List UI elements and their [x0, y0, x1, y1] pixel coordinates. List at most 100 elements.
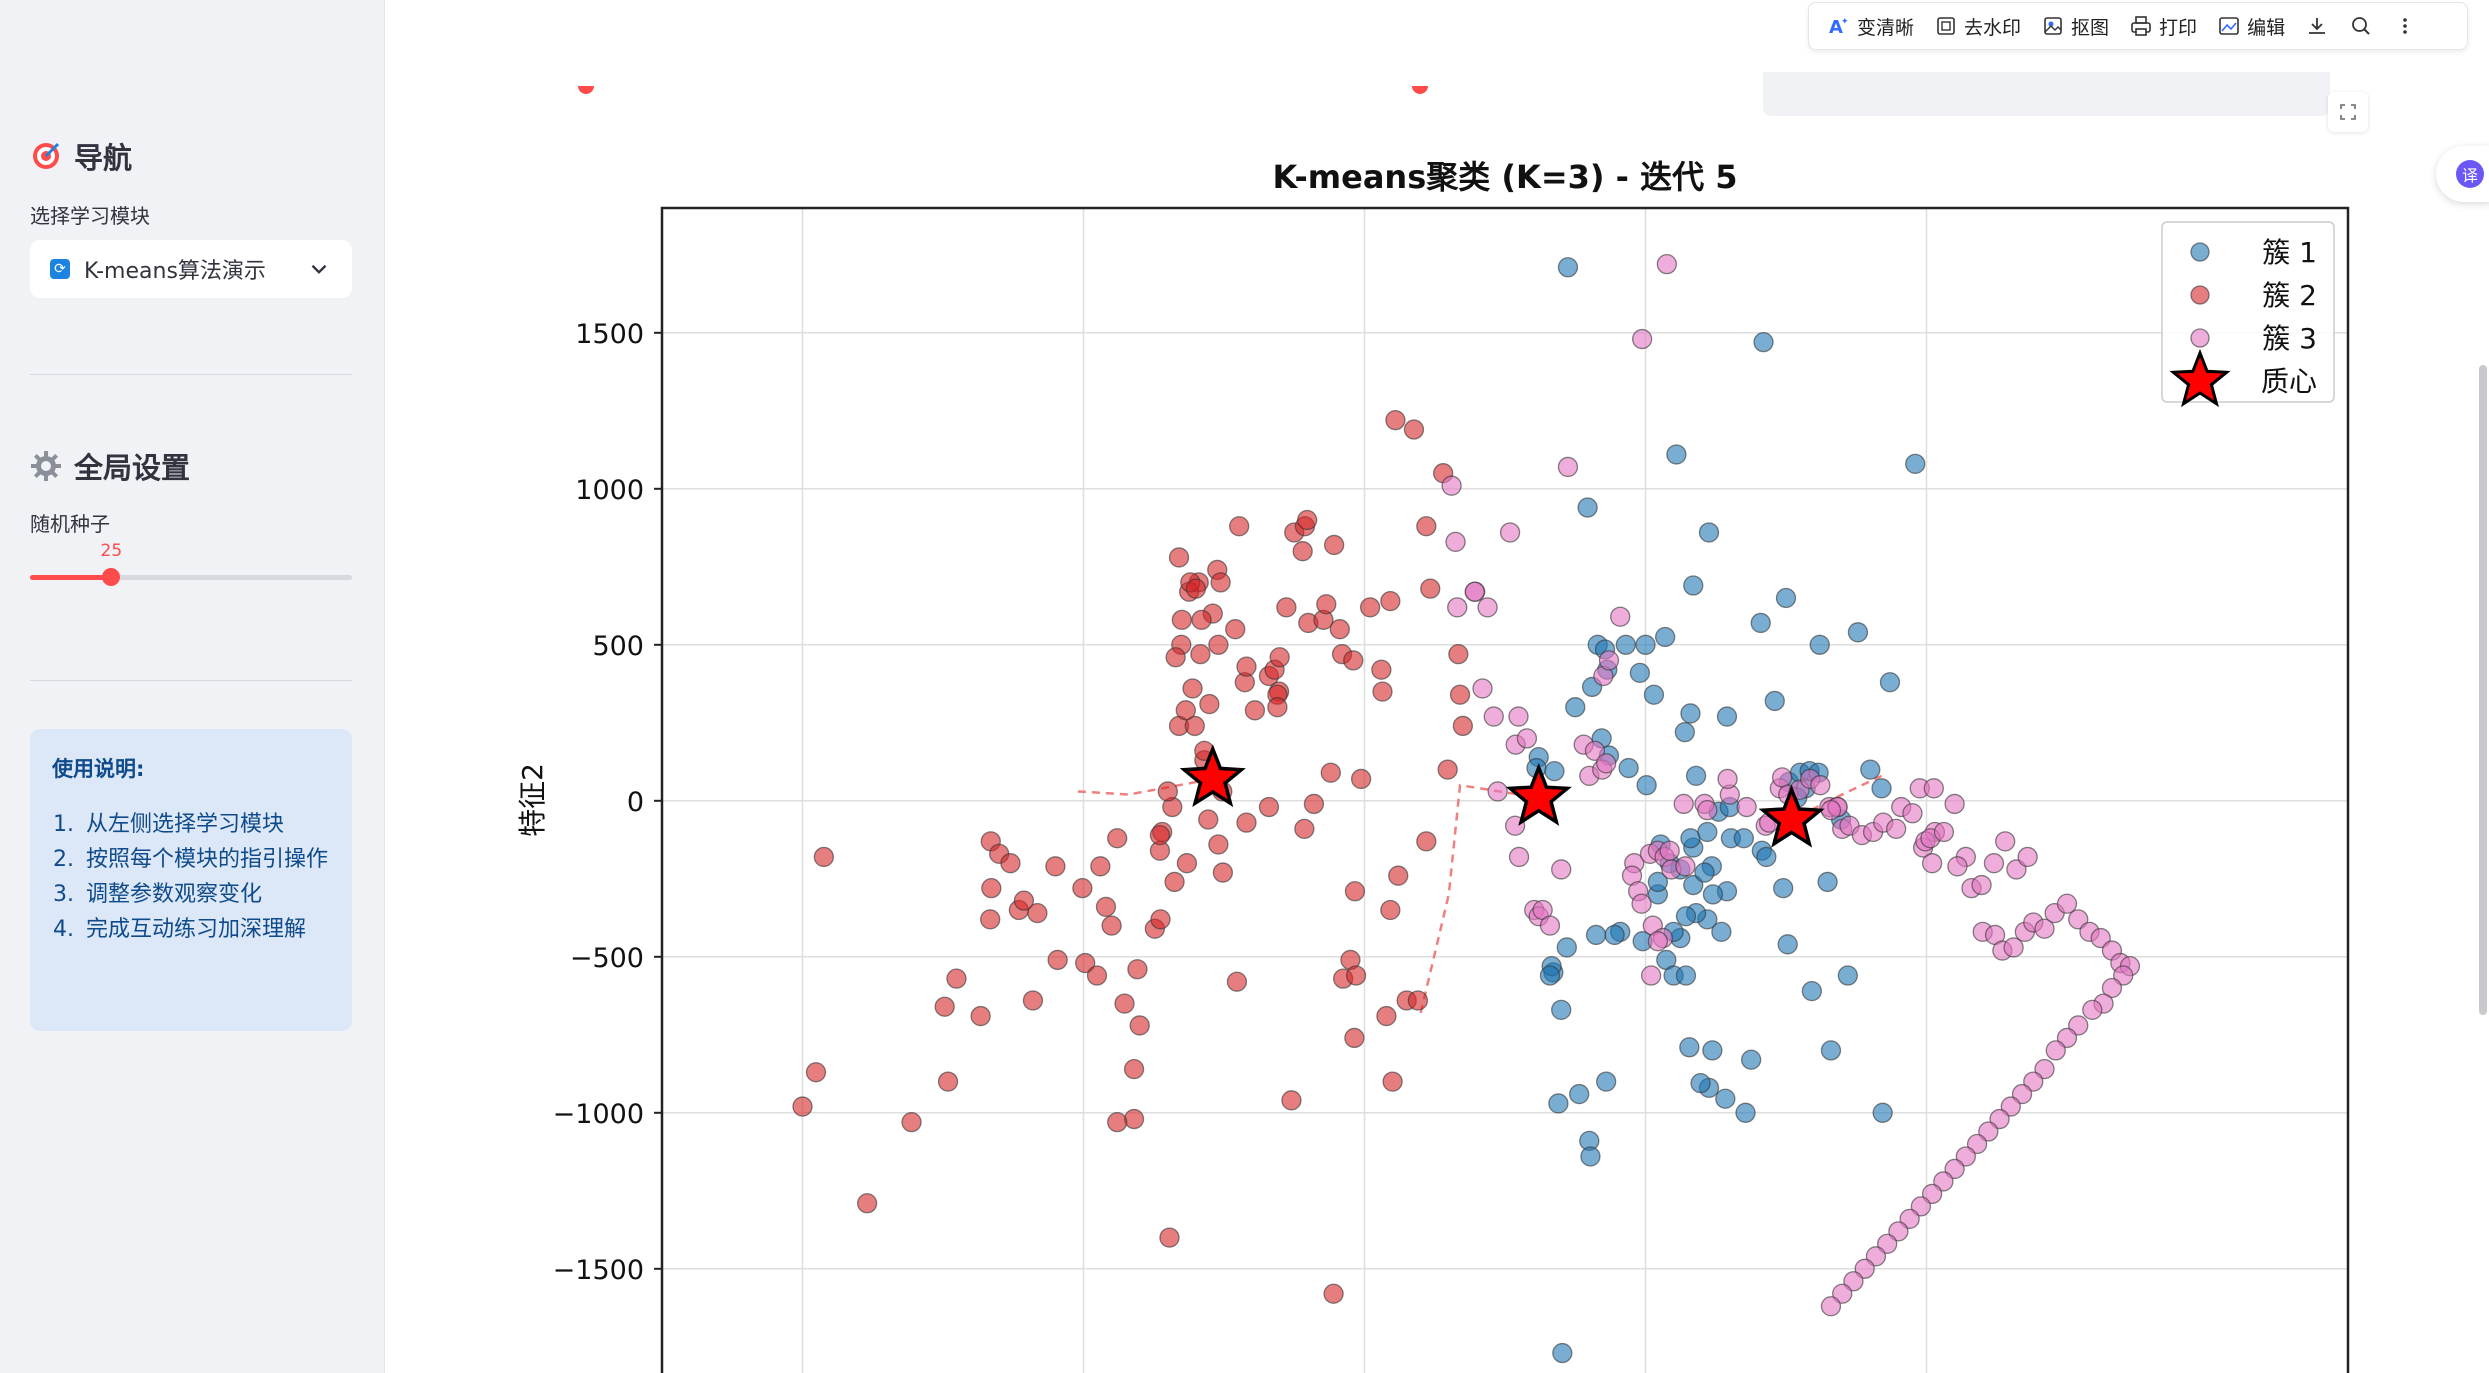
data-point [1801, 980, 1823, 1002]
edit-button[interactable]: 编辑 [2207, 6, 2295, 46]
data-point [1168, 547, 1190, 568]
centroid-star [1505, 762, 1572, 826]
data-point [1487, 781, 1508, 802]
data-point [1921, 853, 1943, 874]
data-point [1702, 884, 1724, 905]
download-icon [2305, 14, 2329, 38]
instructions-title: 使用说明: [52, 757, 145, 781]
data-point [1872, 1102, 1893, 1123]
y-tick-label: −1500 [553, 1255, 644, 1286]
clarify-button[interactable]: A ✦ 变清晰 [1817, 6, 1924, 46]
data-point [1371, 659, 1392, 680]
data-point [1027, 902, 1048, 924]
data-point [1756, 846, 1777, 868]
divider [30, 374, 352, 375]
data-point [1072, 878, 1093, 899]
data-point [1198, 809, 1219, 830]
cutout-button[interactable]: 抠图 [2031, 6, 2119, 46]
data-point [1635, 634, 1656, 655]
target-icon [33, 142, 60, 169]
data-point [1631, 893, 1652, 914]
partial-slider-marker [1412, 86, 1428, 94]
data-point [934, 996, 955, 1017]
data-point [1771, 767, 1793, 788]
data-point [1164, 871, 1185, 893]
data-point [1499, 522, 1521, 543]
data-point [1090, 856, 1111, 877]
list-text: 按照每个模块的指引操作 [86, 847, 329, 872]
data-point [1631, 328, 1653, 350]
data-point [1382, 1071, 1403, 1092]
partial-select-box [1763, 72, 2330, 116]
data-point [1596, 1071, 1617, 1092]
data-point [1871, 778, 1892, 799]
data-point [1403, 419, 1425, 440]
data-point [1437, 759, 1458, 780]
data-point [1236, 812, 1257, 833]
translate-button[interactable]: 译 [2436, 146, 2489, 202]
seed-slider-track[interactable] [30, 575, 352, 580]
data-point [1702, 1040, 1723, 1061]
data-point [1420, 578, 1441, 599]
data-point [1159, 1227, 1180, 1248]
print-button[interactable]: 打印 [2119, 6, 2207, 46]
seed-slider-thumb[interactable] [101, 568, 120, 586]
search-button[interactable] [2339, 6, 2383, 46]
data-point [1680, 828, 1701, 849]
data-point [1013, 890, 1035, 911]
more-icon [2393, 14, 2417, 38]
data-point [1199, 693, 1220, 715]
watermark-button[interactable]: 去水印 [1924, 6, 2031, 46]
list-number: 1. [53, 812, 74, 837]
list-item: 1. 从左侧选择学习模块 [52, 807, 330, 842]
data-point [1675, 965, 1697, 986]
data-point [1685, 765, 1707, 786]
data-point [1208, 834, 1229, 855]
data-point [1837, 965, 1858, 986]
cutout-icon [2041, 14, 2065, 38]
expand-button[interactable] [2328, 92, 2368, 132]
data-point [856, 1193, 878, 1214]
y-tick-label: 500 [592, 631, 644, 662]
legend-box [2161, 221, 2335, 403]
y-axis-label: 特征2 [516, 763, 549, 837]
page-scrollbar[interactable] [2479, 365, 2487, 1015]
data-point [1416, 831, 1437, 852]
data-point [813, 846, 835, 868]
download-button[interactable] [2295, 6, 2339, 46]
data-point [1477, 597, 1498, 618]
data-point [1508, 846, 1530, 868]
data-point [1191, 609, 1212, 630]
module-select[interactable]: ⟳ K-means算法演示 [30, 240, 352, 298]
data-point [1107, 1112, 1128, 1133]
chart-legend: 簇 1 簇 2 簇 3 质心 [2161, 221, 2335, 408]
instructions-list: 1. 从左侧选择学习模块 2. 按照每个模块的指引操作 3. 调整参数观察变化 4. 完… [52, 807, 330, 947]
watermark-icon [1934, 14, 1958, 38]
data-point [1316, 594, 1337, 615]
data-point [1764, 690, 1785, 712]
data-point [2056, 893, 2078, 914]
list-number: 3. [53, 882, 74, 907]
data-point [1226, 971, 1248, 992]
divider [30, 680, 352, 681]
data-point [1716, 706, 1738, 727]
more-button[interactable] [2383, 6, 2427, 46]
data-point [1449, 684, 1471, 705]
data-point [1557, 257, 1579, 278]
centroid-star [1179, 744, 1246, 808]
data-point [1447, 597, 1468, 618]
data-point [1022, 990, 1044, 1011]
list-text: 调整参数观察变化 [86, 882, 263, 907]
data-point [1698, 522, 1720, 543]
data-point [1680, 703, 1701, 724]
sidebar: 导航 选择学习模块 ⟳ K-means算法演示 全局设置 随机种子 25 使用说… [0, 0, 385, 1373]
data-point [1673, 793, 1694, 815]
data-point [1359, 597, 1381, 618]
legend-label: 质心 [2261, 365, 2317, 398]
seed-slider-fill [30, 575, 111, 580]
data-point [1565, 697, 1586, 718]
y-tick-label: −500 [570, 943, 644, 974]
legend-marker [2190, 285, 2210, 305]
cluster-icon: ⟳ [50, 259, 70, 279]
data-point [1236, 656, 1257, 677]
